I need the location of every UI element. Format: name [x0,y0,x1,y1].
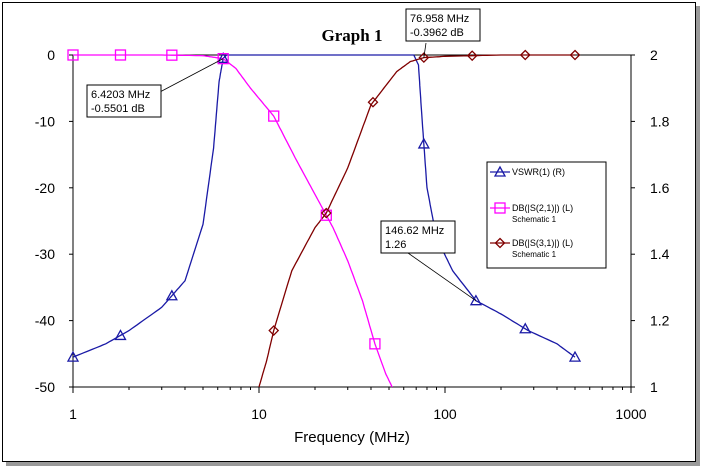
data-marker [568,350,582,362]
chart: Graph 1 Frequency (MHz) 1 10 100 1000 0 -10 -2… [35,8,670,446]
x-tick-label: 10 [251,406,267,422]
annotation-line-2: -0.5501 dB [91,103,145,115]
annotation-box [380,220,456,254]
legend: VSWR(1) (R) DB(|S(2,1)|) (L) Schematic 1 DB… [486,161,607,269]
y-left-tick-label: -20 [35,180,55,196]
legend-label: DB(|S(2,1)|) (L) [512,203,573,213]
x-tick-label: 1000 [615,406,646,422]
y-left-tick-label: -10 [35,113,55,129]
y-right-tick-label: 1.8 [650,113,670,129]
y-left-tick-label: -40 [35,313,55,329]
marker-annotation: 76.958 MHz -0.3962 dB [405,8,481,58]
data-marker [320,207,332,219]
annotation-line-1: 146.62 MHz [385,225,444,237]
legend-sublabel: Schematic 1 [512,215,557,224]
data-marker [114,49,127,61]
legend-label: DB(|S(3,1)|) (L) [512,238,573,248]
data-marker [320,209,332,221]
data-marker [367,96,379,108]
y-right-tick-label: 1.6 [650,180,670,196]
data-marker [114,329,127,341]
x-tick-label: 100 [433,406,457,422]
y-right-tick-label: 1 [650,379,658,395]
y-left-tick-label: -50 [35,379,55,395]
data-marker [466,50,478,62]
legend-label: VSWR(1) (R) [512,167,565,177]
data-marker [166,49,178,61]
annotation-box [405,8,481,42]
legend-sublabel: Schematic 1 [512,250,557,259]
chart-title: Graph 1 [322,26,383,45]
data-marker [418,52,430,64]
data-marker [217,51,230,63]
data-marker [369,338,381,350]
data-marker [519,49,531,61]
data-marker [268,110,280,122]
data-marker [417,137,430,149]
annotation-line-2: 1.26 [385,239,406,251]
legend-marker [494,237,506,249]
data-marker [66,350,80,362]
annotation-box [86,84,162,118]
data-marker [165,289,178,301]
x-axis-label: Frequency (MHz) [294,429,410,446]
data-marker [469,294,483,306]
data-marker [67,49,79,61]
data-marker [569,49,581,61]
annotation-line-2: -0.3962 dB [410,27,464,39]
data-marker [268,325,280,336]
y-left-tick-label: 0 [47,47,55,63]
graph-window: Graph 1 Frequency (MHz) 1 10 100 1000 0 -10 -2… [2,2,696,462]
y-right-tick-label: 2 [650,47,658,63]
annotation-leader [423,42,427,58]
series-line [73,54,393,388]
annotation-line-1: 6.4203 MHz [91,89,150,101]
annotation-leader [407,252,477,302]
x-tick-label: 1 [69,406,77,422]
legend-marker [493,165,507,177]
annotation-line-1: 76.958 MHz [410,13,469,25]
y-right-tick-label: 1.4 [650,246,670,262]
y-left-tick-label: -30 [35,246,55,262]
legend-box [486,161,607,269]
series-line [258,54,575,388]
marker-annotation: 6.4203 MHz -0.5501 dB [86,58,224,118]
annotation-leader [157,58,224,94]
legend-marker [494,202,506,214]
y-right-tick-label: 1.2 [650,313,670,329]
marker-annotation: 146.62 MHz 1.26 [380,220,477,302]
series-line [72,54,576,358]
data-marker [217,53,229,65]
data-marker [519,322,532,334]
